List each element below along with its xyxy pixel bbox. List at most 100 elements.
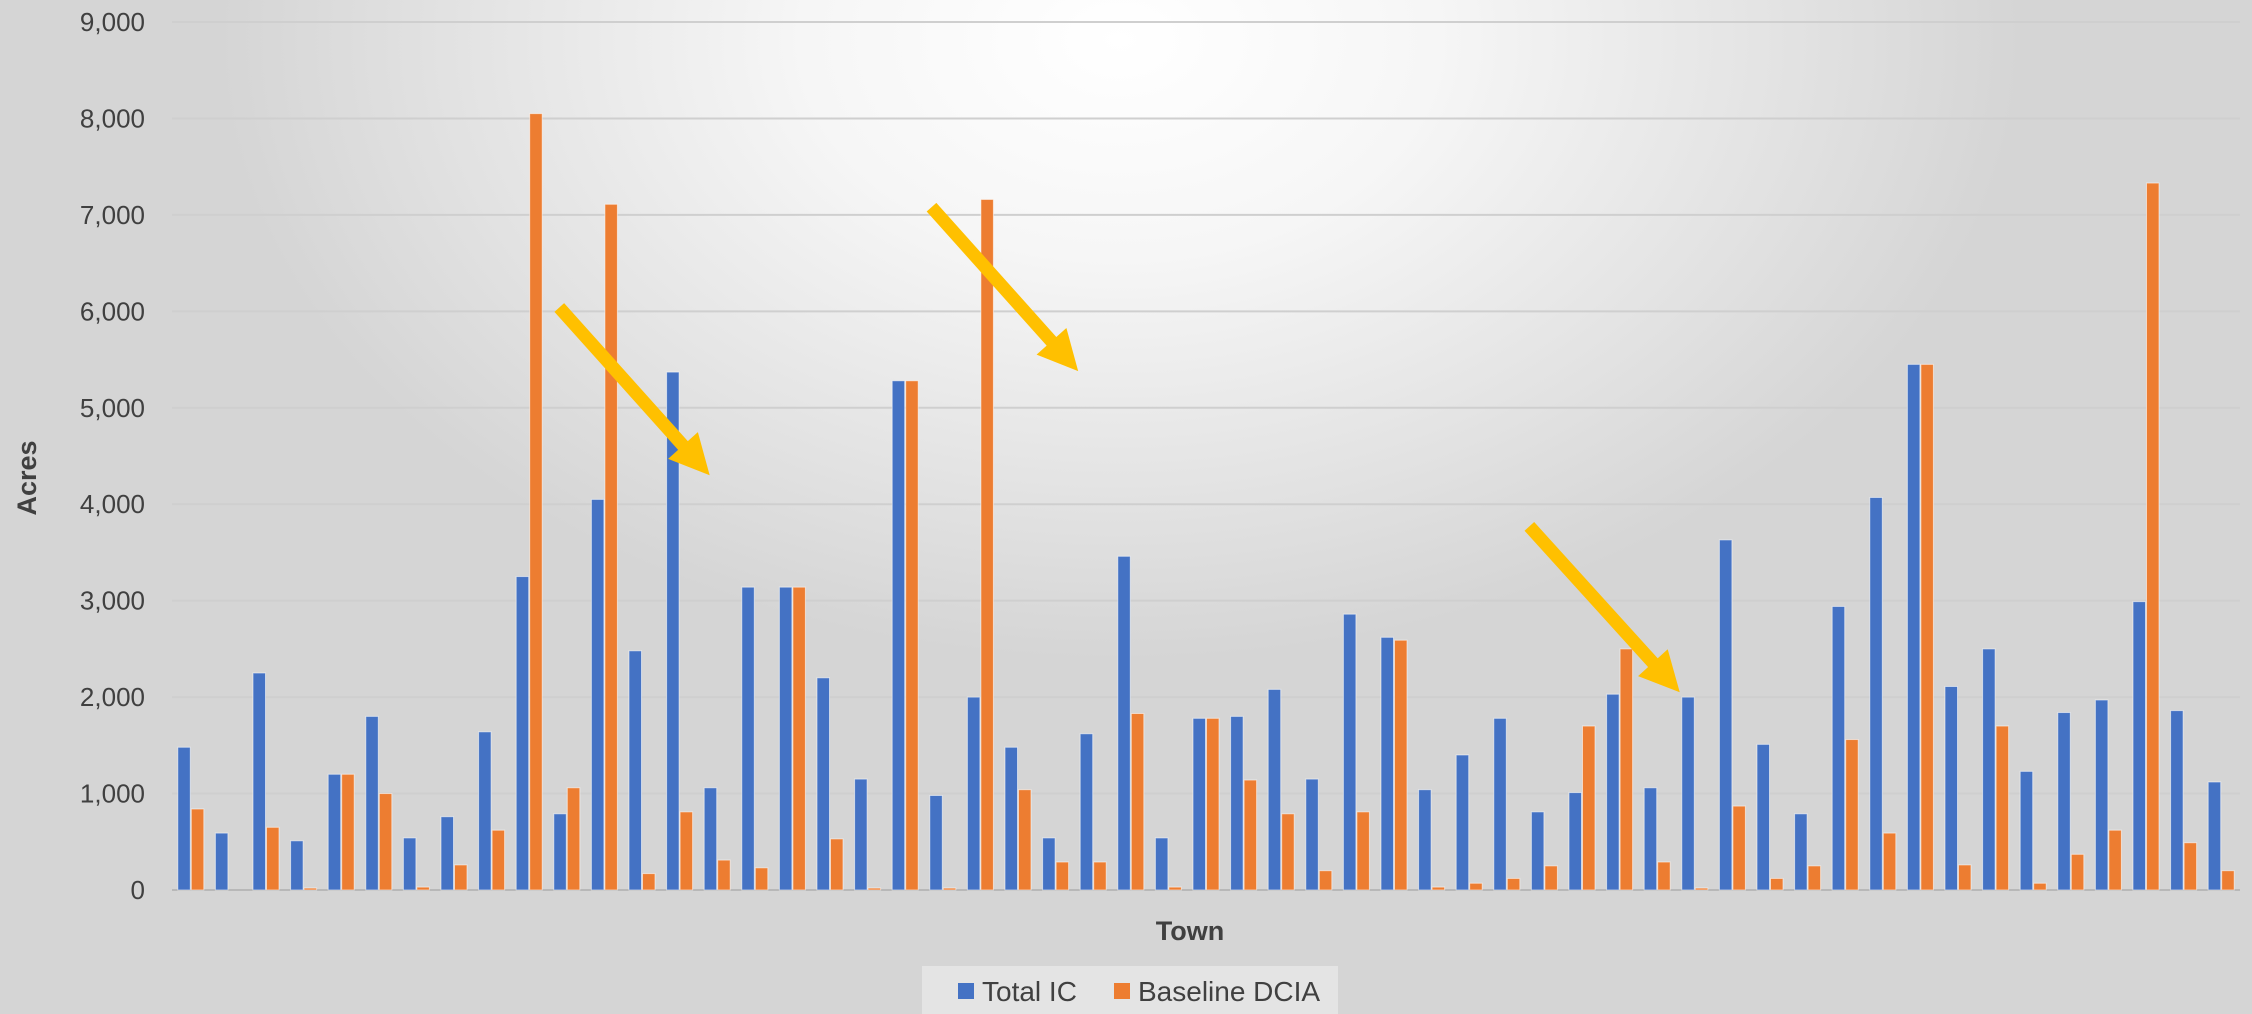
bar-baseline-dcia [1018, 789, 1032, 891]
annotation-arrow [926, 202, 1079, 372]
bar-total-ic [2207, 781, 2222, 891]
bar-total-ic [1718, 539, 1733, 891]
bar-baseline-dcia [2183, 842, 2198, 891]
bar-baseline-dcia [1582, 725, 1596, 891]
bar-baseline-dcia [1318, 870, 1333, 891]
bar-baseline-dcia [1281, 813, 1295, 891]
bar-total-ic [1831, 605, 1846, 891]
bar-total-ic [741, 586, 755, 891]
bar-total-ic [1154, 837, 1169, 891]
bar-baseline-dcia [1732, 805, 1746, 891]
x-axis-title: Town [1156, 916, 1224, 946]
bar-total-ic [553, 813, 567, 891]
bar-total-ic [2019, 770, 2034, 891]
bar-total-ic [1756, 743, 1770, 891]
bar-total-ic [177, 746, 191, 891]
bar-total-ic [1906, 363, 1921, 891]
bar-total-ic [1869, 496, 1883, 891]
bar-baseline-dcia [2070, 853, 2085, 891]
bar-total-ic [1530, 811, 1545, 891]
annotation-arrows [554, 202, 1680, 693]
bar-total-ic [1267, 688, 1282, 891]
bar-baseline-dcia [1093, 861, 1107, 891]
annotation-arrow [1524, 522, 1680, 693]
bar-baseline-dcia [1506, 877, 1521, 891]
annotation-arrow [554, 303, 710, 476]
y-tick-label: 8,000 [80, 103, 145, 133]
bar-total-ic [2170, 710, 2184, 891]
bar-total-ic [2132, 601, 2146, 891]
bar-total-ic [290, 840, 304, 891]
bar-total-ic [2094, 699, 2109, 891]
bar-baseline-dcia [491, 829, 506, 891]
bar-baseline-dcia [2108, 829, 2122, 891]
bar-total-ic [252, 672, 266, 891]
bar-baseline-dcia [754, 867, 769, 891]
bar-baseline-dcia [980, 198, 994, 891]
bar-baseline-dcia [2033, 882, 2047, 891]
bar-total-ic [1944, 686, 1958, 891]
bar-total-ic [1230, 715, 1244, 891]
bar-baseline-dcia [717, 859, 731, 891]
bar-total-ic [1380, 636, 1394, 891]
bar-total-ic [1418, 789, 1432, 891]
legend-label-total-ic: Total IC [982, 976, 1077, 1007]
bar-total-ic [1455, 754, 1470, 891]
bar-total-ic [590, 498, 605, 891]
bars [177, 113, 2235, 891]
bar-baseline-dcia [1130, 713, 1145, 891]
bar-baseline-dcia [942, 887, 957, 891]
bar-baseline-dcia [378, 793, 393, 891]
bar-total-ic [1042, 837, 1056, 891]
bar-total-ic [628, 650, 642, 891]
bar-total-ic [854, 778, 868, 891]
legend-swatch-baseline-dcia [1114, 983, 1130, 999]
legend-label-baseline-dcia: Baseline DCIA [1138, 976, 1320, 1007]
bar-baseline-dcia [1055, 861, 1070, 891]
bar-baseline-dcia [1694, 887, 1709, 891]
y-axis-title: Acres [12, 440, 42, 515]
y-tick-label: 0 [131, 875, 145, 905]
y-axis: 0 1,000 2,000 3,000 4,000 5,000 6,000 7,000 8,00… [80, 7, 145, 905]
bar-total-ic [478, 731, 492, 891]
bar-baseline-dcia [1995, 725, 2010, 891]
bar-baseline-dcia [341, 773, 355, 891]
bar-baseline-dcia [416, 886, 430, 891]
y-tick-label: 4,000 [80, 489, 145, 519]
bar-baseline-dcia [1356, 811, 1370, 891]
bar-total-ic [1681, 696, 1695, 891]
bar-total-ic [402, 837, 417, 891]
bar-total-ic [1117, 555, 1131, 891]
bar-baseline-dcia [679, 811, 694, 891]
bar-baseline-dcia [1431, 886, 1446, 891]
bar-baseline-dcia [1920, 363, 1934, 891]
y-tick-label: 6,000 [80, 296, 145, 326]
y-tick-label: 5,000 [80, 393, 145, 423]
bar-baseline-dcia [1168, 886, 1182, 891]
bar-baseline-dcia [1845, 739, 1859, 891]
bar-baseline-dcia [266, 826, 280, 891]
bar-baseline-dcia [830, 838, 844, 891]
bar-total-ic [1342, 613, 1357, 891]
bar-total-ic [966, 696, 981, 891]
bar-baseline-dcia [604, 203, 618, 891]
bar-baseline-dcia [1469, 882, 1483, 891]
bar-baseline-dcia [1394, 639, 1408, 891]
bar-total-ic [214, 832, 229, 891]
bar-total-ic [929, 794, 943, 891]
y-tick-label: 2,000 [80, 682, 145, 712]
bar-baseline-dcia [1882, 832, 1897, 891]
y-tick-label: 7,000 [80, 200, 145, 230]
bar-total-ic [1493, 717, 1507, 891]
y-tick-label: 3,000 [80, 586, 145, 616]
bar-baseline-dcia [792, 586, 806, 891]
bar-baseline-dcia [1544, 865, 1558, 891]
bar-baseline-dcia [303, 887, 318, 891]
bar-total-ic [515, 576, 530, 891]
bar-baseline-dcia [2221, 870, 2235, 891]
bar-total-ic [1982, 648, 1996, 891]
bar-total-ic [1004, 746, 1018, 891]
bar-baseline-dcia [2146, 182, 2160, 891]
bar-baseline-dcia [1770, 877, 1784, 891]
